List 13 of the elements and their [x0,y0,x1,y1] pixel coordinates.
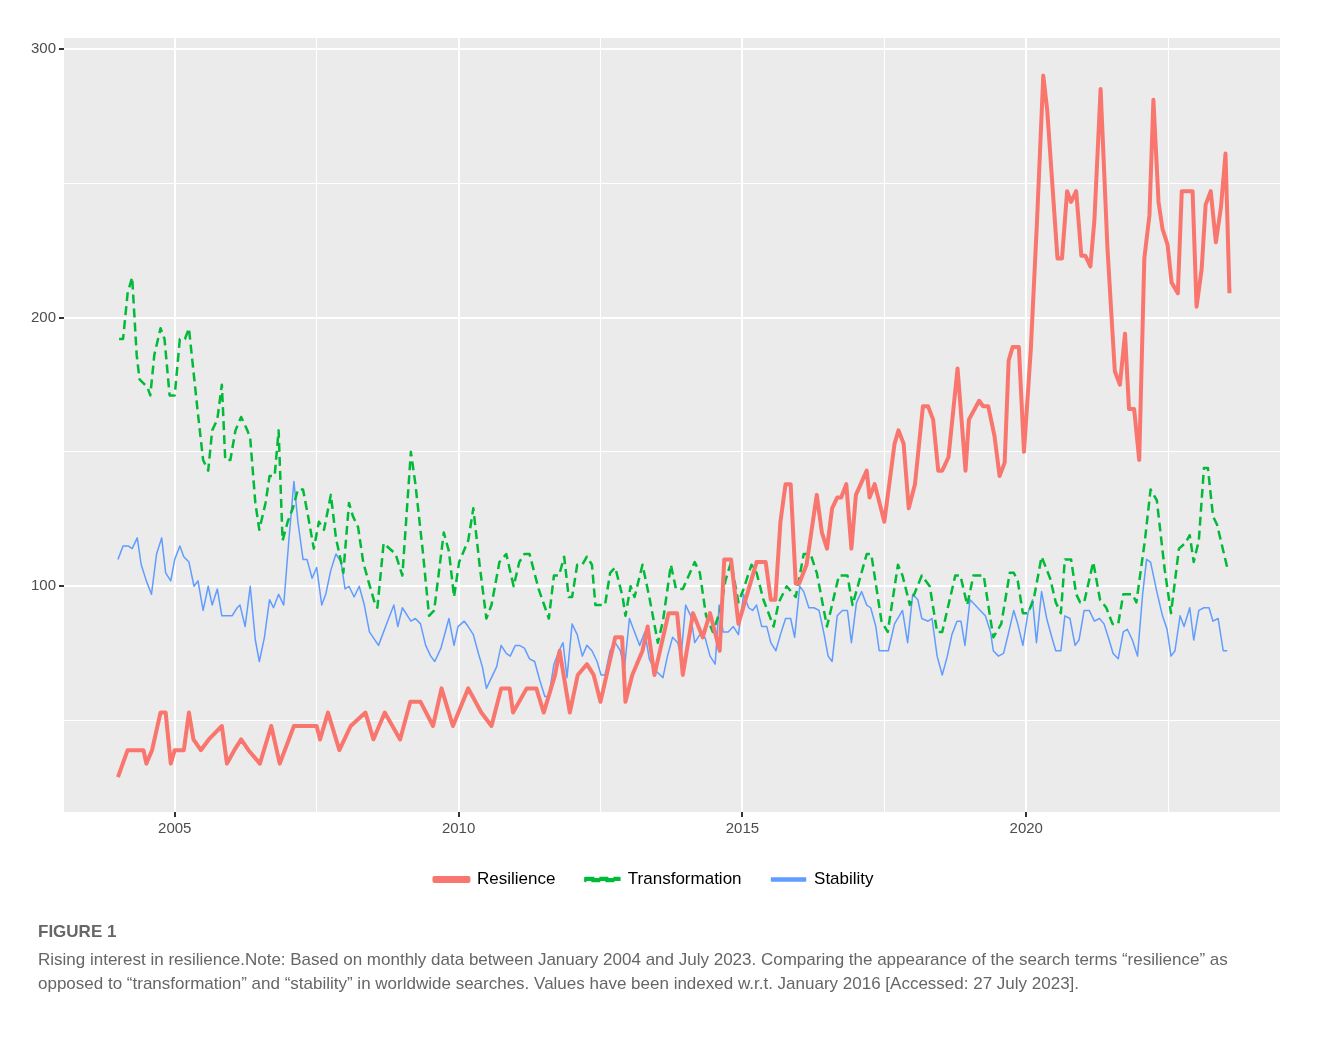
x-tick-label: 2010 [441,819,476,837]
y-tick-label: 200 [31,307,57,325]
legend-label: Stability [814,869,875,889]
x-tick-label: 2015 [725,819,760,837]
x-tick-label: 2020 [1009,819,1043,837]
y-tick-label: 300 [31,38,57,56]
line-series [117,275,1229,644]
text: Rising interest in resilience.Note: Based on monthly data between January 2004 and July 2023. Comparing the appearance of the search terms “resilience” as opposed to “transformation” and “stability” in worldwide searches. Values have been indexed w.r.t. January 2016 [Accessed: 27 July 2023]. [38,949,1229,995]
legend-label: Resilience [476,869,556,889]
caption: FIGURE 1 [38,921,118,943]
legend-label: Transformation [627,869,742,889]
x-tick-label: 2005 [158,819,192,837]
y-tick-label: 100 [31,576,57,594]
